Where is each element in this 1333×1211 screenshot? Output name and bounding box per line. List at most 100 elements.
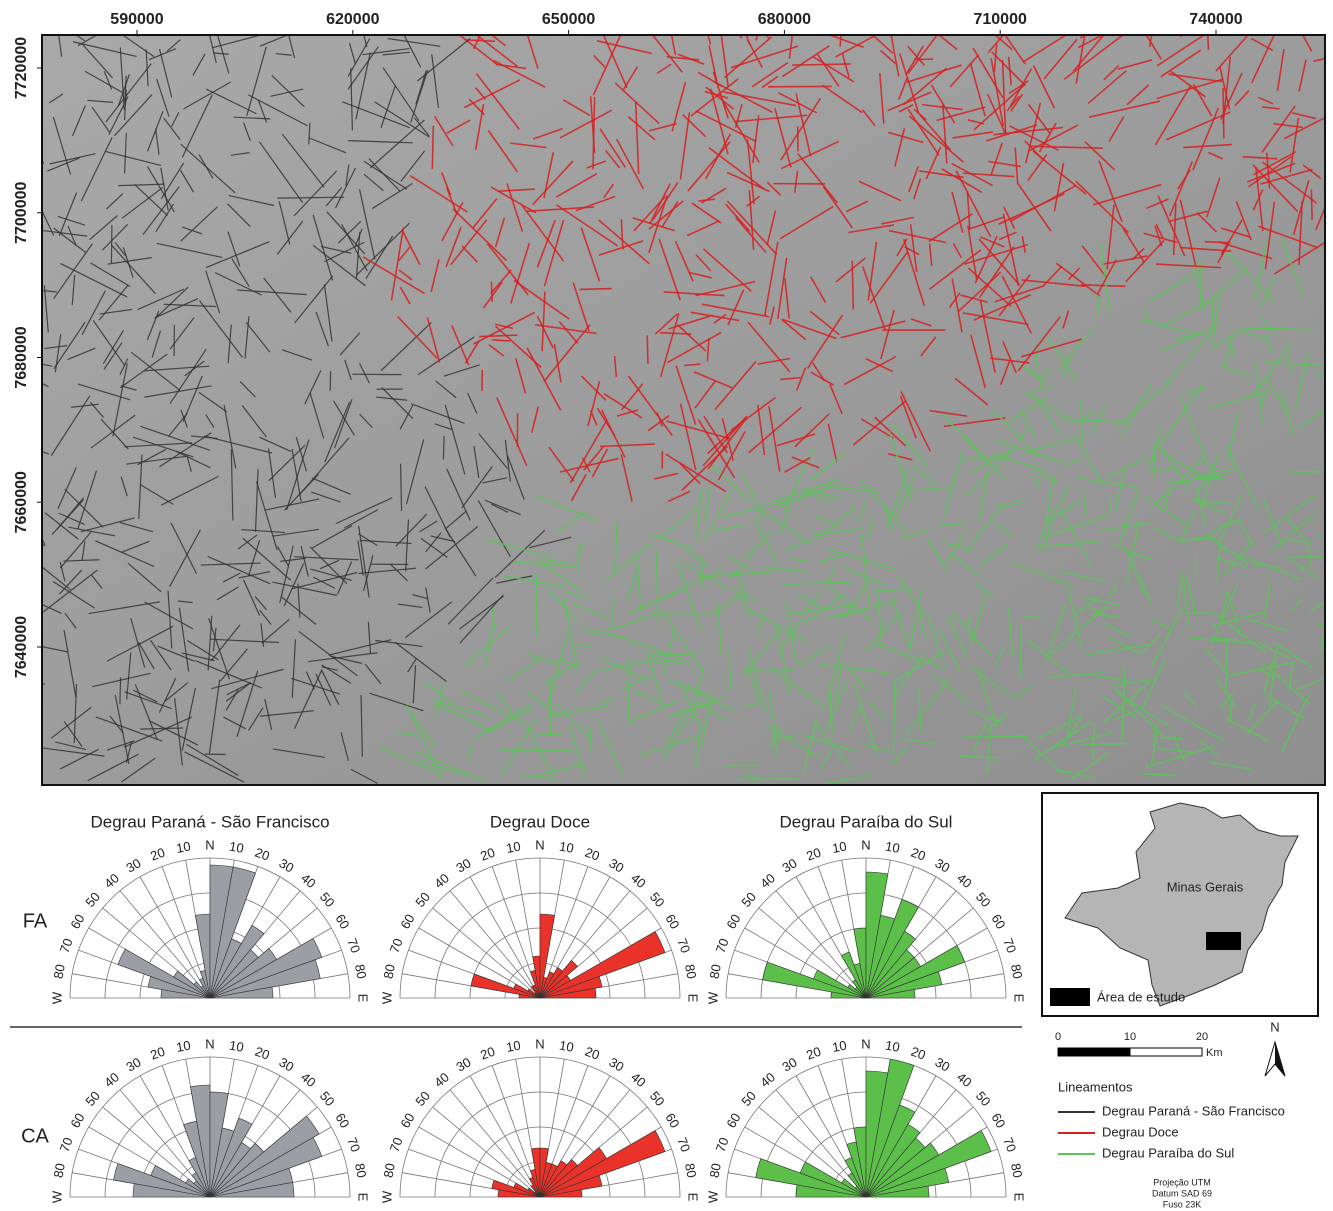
rose-tick: 40 [101,870,122,891]
rose-tick: 20 [583,1044,602,1063]
scale-segment [1058,1048,1130,1056]
rose-tick: 60 [67,1110,87,1130]
rose-tick: 30 [277,855,297,875]
rose-tick: 10 [175,1038,192,1055]
rose-east: E [1012,994,1027,1003]
relief-map [42,35,1325,785]
legend-label: Degrau Doce [1102,1124,1179,1139]
rose-tick: 10 [831,839,848,856]
rose-tick: 40 [431,1069,452,1090]
rose-tick: 70 [713,936,732,955]
lineament [443,436,444,460]
rose-tick: 60 [723,911,743,931]
rose-east: E [686,994,701,1003]
rose-tick: 70 [57,936,76,955]
y-tick-label: 7640000 [13,616,30,678]
rose-north: N [205,1036,214,1051]
rose-tick: 50 [82,889,103,910]
rose-west: W [379,991,394,1004]
rose-tick: 70 [387,1135,406,1154]
figure: Minas Gerais Área de estudo N Lineamento… [0,0,1333,1211]
rose-tick: 70 [387,936,406,955]
state-label: Minas Gerais [1167,879,1244,894]
rose-tick: 60 [723,1110,743,1130]
rose-tick: 60 [662,911,682,931]
legend-label: Degrau Paraná - São Francisco [1102,1103,1285,1118]
scale-segment [1130,1048,1202,1056]
rose-tick: 80 [707,963,724,980]
rose-title: Degrau Paraná - São Francisco [90,812,329,831]
rose-tick: 10 [505,839,522,856]
rose-tick: 60 [988,911,1008,931]
rose-west: W [379,1190,394,1203]
rose-tick: 70 [344,1135,363,1154]
rose-tick: 10 [884,839,901,856]
lineament [1195,557,1196,576]
rose-tick: 20 [478,1044,497,1063]
rose-tick: 40 [628,1069,649,1090]
study-area-label: Área de estudo [1097,989,1185,1004]
rose-tick: 80 [352,963,369,980]
rose-tick: 30 [933,1054,953,1074]
rose-tick: 40 [954,870,975,891]
lineament [432,126,433,169]
lineament [505,0,526,36]
rose-tick: 40 [298,870,319,891]
rose-tick: 50 [738,1088,759,1109]
rose-tick: 20 [148,845,167,864]
rose-tick: 10 [228,1038,245,1055]
lineament [120,677,121,704]
lineament [628,658,629,721]
lineament [1080,1,1133,38]
study-area [1206,932,1241,950]
lineament [580,289,612,290]
rose-north: N [535,837,544,852]
lineament [1082,744,1128,745]
lineament [647,335,648,363]
datum: Datum SAD 69 [1152,1188,1212,1198]
legend-title: Lineamentos [1058,1079,1133,1094]
rose-tick: 60 [662,1110,682,1130]
rose-tick: 10 [505,1038,522,1055]
rose-tick: 60 [332,1110,352,1130]
rose-north: N [205,837,214,852]
rose-tick: 30 [779,855,799,875]
lineament [1205,242,1231,243]
rose-tick: 60 [988,1110,1008,1130]
rose-north: N [535,1036,544,1051]
rose-west: W [49,1190,64,1203]
rose-tick: 80 [381,963,398,980]
rose-tick: 20 [148,1044,167,1063]
rose-west: W [705,991,720,1004]
rose-tick: 50 [738,889,759,910]
lineament [746,669,795,670]
rose-tick: 70 [674,1135,693,1154]
rose-tick: 40 [757,1069,778,1090]
rose-tick: 10 [175,839,192,856]
rose-tick: 30 [607,855,627,875]
y-tick-label: 7680000 [13,326,30,388]
rose-tick: 70 [344,936,363,955]
rose-tick: 80 [381,1162,398,1179]
scale-unit: Km [1206,1047,1223,1059]
rose-tick: 20 [909,1044,928,1063]
scale-label: 0 [1055,1031,1061,1043]
rose-tick: 80 [682,1162,699,1179]
lineament [1311,190,1312,220]
rose-east: E [1012,1193,1027,1202]
scale-label: 10 [1124,1031,1136,1043]
y-tick-label: 7720000 [13,37,30,99]
study-area-key [1050,988,1090,1006]
x-tick-label: 620000 [326,11,379,28]
rose-tick: 10 [228,839,245,856]
rose-north: N [861,837,870,852]
rose-tick: 50 [317,889,338,910]
rose-west: W [49,991,64,1004]
rose-tick: 60 [67,911,87,931]
legend-label: Degrau Paraíba do Sul [1102,1145,1234,1160]
rose-tick: 70 [713,1135,732,1154]
rose-tick: 80 [1008,963,1025,980]
rose-tick: 70 [57,1135,76,1154]
lineament [963,736,1030,737]
rose-tick: 60 [332,911,352,931]
